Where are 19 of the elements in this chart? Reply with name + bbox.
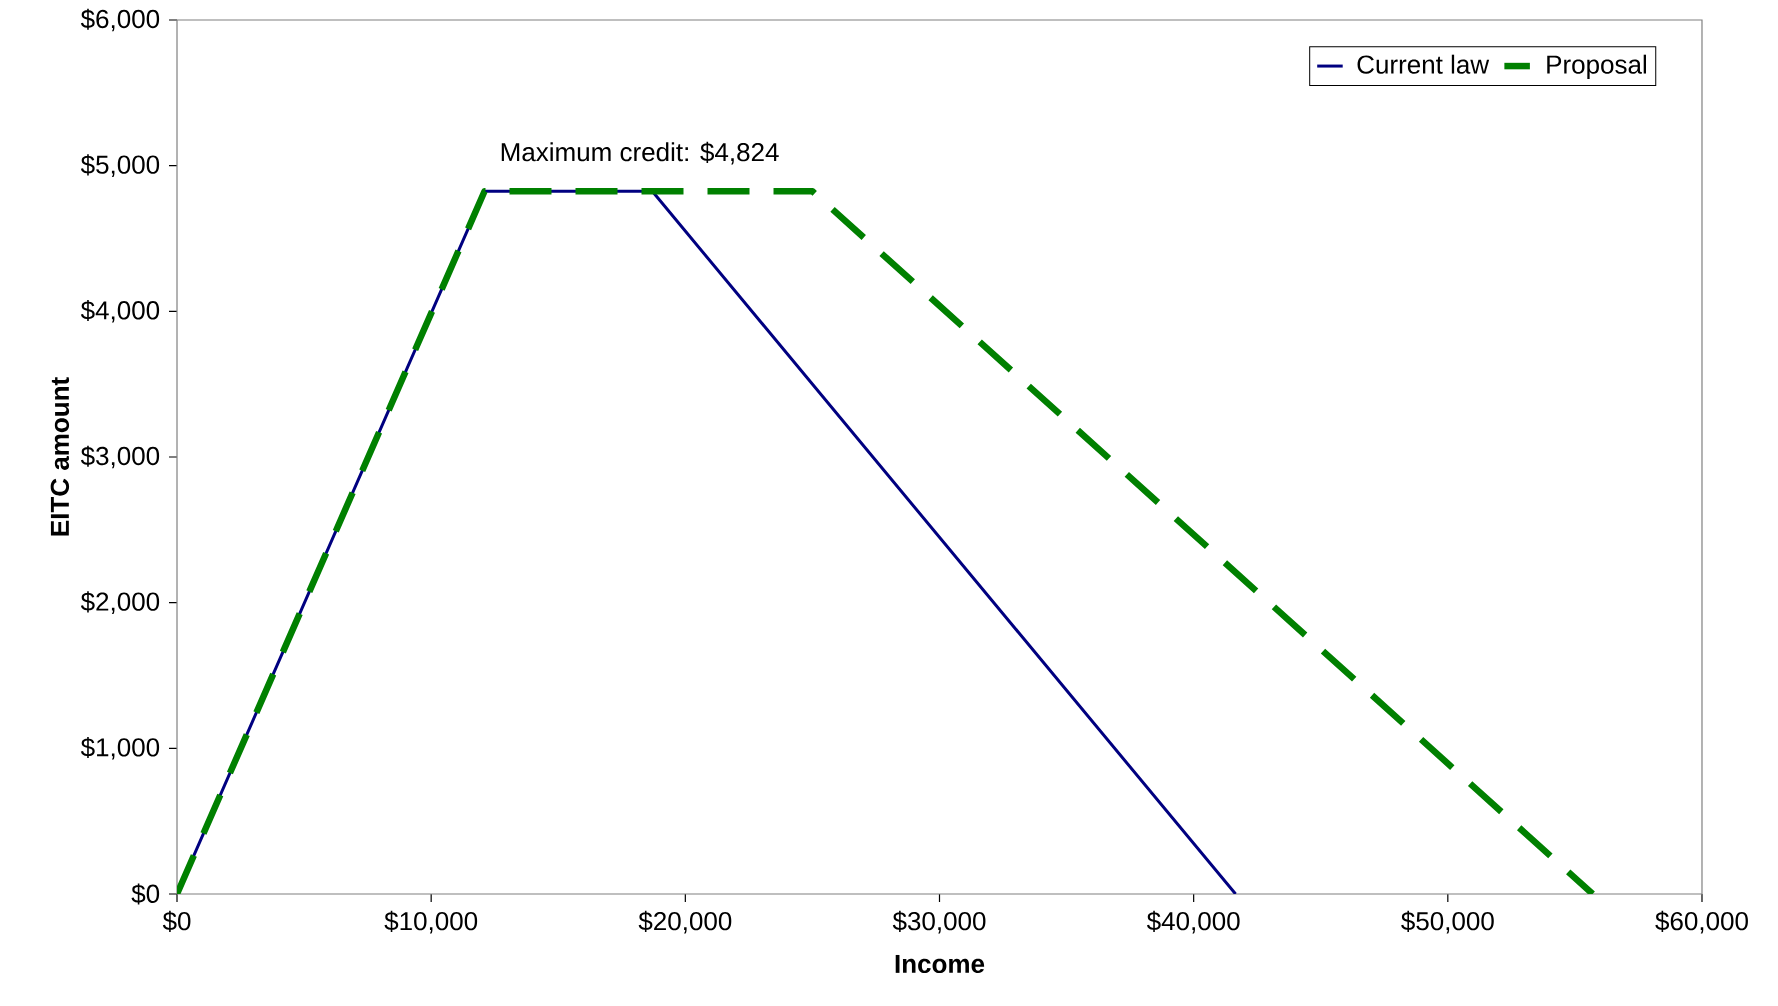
y-tick-label: $2,000 <box>80 591 160 614</box>
x-tick-label: $50,000 <box>1401 910 1494 934</box>
x-tick-label: $0 <box>162 910 191 932</box>
x-tick-label: $20,000 <box>638 910 732 934</box>
y-axis-title: EITC amount <box>50 377 70 536</box>
legend-label: Proposal <box>1547 54 1646 79</box>
y-tick-label: $4,000 <box>80 300 160 323</box>
x-tick-label: $10,000 <box>384 910 478 934</box>
y-tick-label: $3,000 <box>80 445 160 469</box>
x-tick-label: $60,000 <box>1655 910 1748 934</box>
y-tick-label: $1,000 <box>80 737 160 760</box>
x-axis-title: Income <box>895 954 985 974</box>
y-tick-label: $5,000 <box>80 154 160 177</box>
y-tick-label: $0 <box>131 883 160 905</box>
y-tick-label: $6,000 <box>80 8 160 32</box>
x-tick-label: $30,000 <box>892 910 986 934</box>
x-tick-label: $40,000 <box>1146 910 1240 934</box>
legend-label: Current law <box>1357 54 1490 74</box>
annotation: Maximum credit: $4,824 <box>501 141 779 165</box>
